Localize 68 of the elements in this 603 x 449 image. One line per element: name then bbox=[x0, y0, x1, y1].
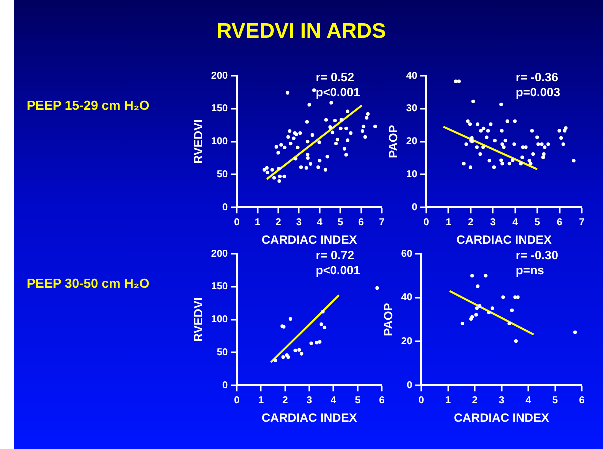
x-tick-label: 6 bbox=[557, 217, 564, 228]
y-tick-label: 50 bbox=[216, 347, 229, 358]
y-tick-label: 150 bbox=[211, 104, 229, 115]
y-axis-title: PAOP bbox=[386, 125, 401, 158]
annotation: p<0.001 bbox=[316, 263, 361, 278]
x-tick-label: 3 bbox=[296, 217, 302, 228]
annotation: r= 0.72 bbox=[316, 248, 355, 262]
x-tick-label: 5 bbox=[552, 395, 558, 406]
y-tick-label: 40 bbox=[406, 70, 418, 82]
x-tick-label: 6 bbox=[579, 395, 586, 406]
x-tick-label: 3 bbox=[490, 217, 496, 228]
annotation: r= -0.36 bbox=[516, 70, 559, 84]
x-tick-label: 5 bbox=[534, 217, 541, 228]
x-tick-label: 4 bbox=[526, 395, 532, 406]
x-tick-label: 1 bbox=[258, 395, 264, 406]
x-tick-label: 7 bbox=[379, 217, 386, 228]
text: PEEP 15-29 cm H₂O bbox=[27, 98, 150, 113]
x-axis-title: CARDIAC INDEX bbox=[262, 411, 358, 426]
y-tick-label: 150 bbox=[211, 282, 229, 293]
x-tick-label: 2 bbox=[472, 395, 478, 406]
x-tick-label: 2 bbox=[276, 217, 282, 228]
y-tick-label: 100 bbox=[211, 314, 229, 326]
x-tick-label: 1 bbox=[445, 395, 452, 406]
x-tick-label: 0 bbox=[424, 217, 430, 228]
text: PEEP 30-50 cm H₂O bbox=[27, 276, 150, 291]
x-tick-label: 6 bbox=[379, 395, 386, 406]
x-tick-label: 3 bbox=[498, 395, 505, 406]
x-tick-label: 3 bbox=[306, 395, 313, 406]
y-axis-title: PAOP bbox=[382, 303, 396, 336]
y-tick-label: 100 bbox=[211, 136, 229, 148]
y-tick-label: 0 bbox=[222, 202, 229, 214]
y-tick-label: 20 bbox=[406, 136, 418, 148]
y-axis-title: RVEDVI bbox=[192, 298, 206, 342]
y-tick-label: 0 bbox=[222, 380, 229, 392]
x-axis-title: CARDIAC INDEX bbox=[454, 411, 550, 426]
x-tick-label: 5 bbox=[355, 395, 362, 406]
x-tick-label: 6 bbox=[358, 217, 365, 228]
annotation: p=ns bbox=[516, 263, 545, 278]
y-tick-label: 200 bbox=[211, 70, 229, 82]
x-tick-label: 4 bbox=[330, 395, 337, 406]
x-tick-label: 0 bbox=[418, 395, 425, 406]
y-tick-label: 10 bbox=[406, 169, 418, 180]
y-tick-label: 50 bbox=[216, 169, 229, 180]
x-tick-label: 4 bbox=[512, 217, 519, 228]
annotation: p=0.003 bbox=[516, 85, 561, 100]
y-tick-label: 60 bbox=[401, 248, 413, 260]
y-tick-label: 30 bbox=[406, 104, 418, 115]
y-tick-label: 0 bbox=[412, 202, 418, 214]
y-tick-label: 20 bbox=[401, 336, 413, 348]
x-tick-label: 1 bbox=[255, 217, 262, 228]
annotation: p<0.001 bbox=[316, 85, 361, 100]
y-tick-label: 40 bbox=[401, 292, 413, 304]
x-tick-label: 2 bbox=[468, 217, 474, 228]
y-tick-label: 200 bbox=[211, 248, 229, 260]
x-tick-label: 0 bbox=[234, 217, 240, 228]
x-axis-title: CARDIAC INDEX bbox=[262, 233, 358, 248]
x-tick-label: 5 bbox=[338, 217, 344, 228]
chart-title: RVEDVI IN ARDS bbox=[216, 20, 388, 44]
x-tick-label: 2 bbox=[282, 395, 289, 406]
annotation: r= 0.52 bbox=[316, 70, 355, 84]
annotation: r= -0.30 bbox=[516, 248, 559, 262]
y-axis-title: RVEDVI bbox=[192, 120, 206, 164]
y-tick-label: 0 bbox=[406, 380, 413, 392]
x-tick-label: 0 bbox=[234, 395, 240, 406]
x-axis-title: CARDIAC INDEX bbox=[456, 233, 552, 248]
x-tick-label: 4 bbox=[317, 217, 324, 228]
x-tick-label: 7 bbox=[579, 217, 586, 228]
x-tick-label: 1 bbox=[446, 217, 452, 228]
